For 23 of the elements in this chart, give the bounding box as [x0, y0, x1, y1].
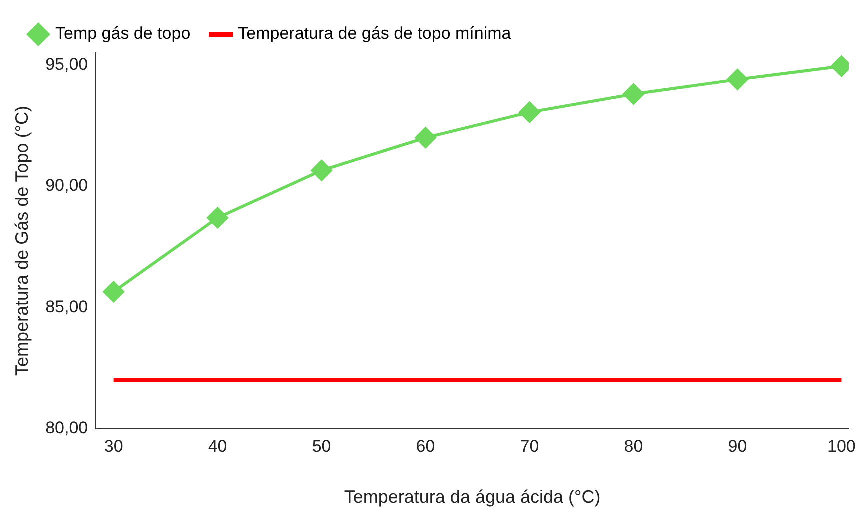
y-tick-label: 80,00 — [46, 418, 88, 438]
point — [623, 84, 644, 105]
y-axis-title: Temperatura de Gás de Topo (°C) — [12, 106, 32, 376]
x-tick-label: 80 — [624, 436, 644, 456]
legend-label: Temp gás de topo — [56, 24, 191, 44]
point — [519, 102, 540, 123]
legend-label: Temperatura de gás de topo mínima — [238, 24, 512, 44]
y-tick-label: 95,00 — [46, 54, 88, 74]
y-tick-label: 85,00 — [46, 297, 88, 316]
x-tick-label: 70 — [520, 436, 540, 456]
point — [103, 281, 124, 302]
x-tick-label: 100 — [827, 436, 856, 456]
y-tick-label: 90,00 — [46, 176, 88, 196]
point — [207, 207, 228, 228]
point — [311, 160, 332, 182]
x-tick-label: 60 — [416, 436, 436, 456]
x-tick-label: 90 — [728, 436, 748, 456]
x-tick-label: 30 — [104, 436, 124, 456]
point — [727, 69, 748, 90]
x-tick-label: 50 — [312, 436, 332, 456]
point — [415, 127, 436, 148]
x-tick-label: 40 — [208, 436, 228, 456]
x-axis-title: Temperatura da água ácida (°C) — [344, 487, 601, 508]
